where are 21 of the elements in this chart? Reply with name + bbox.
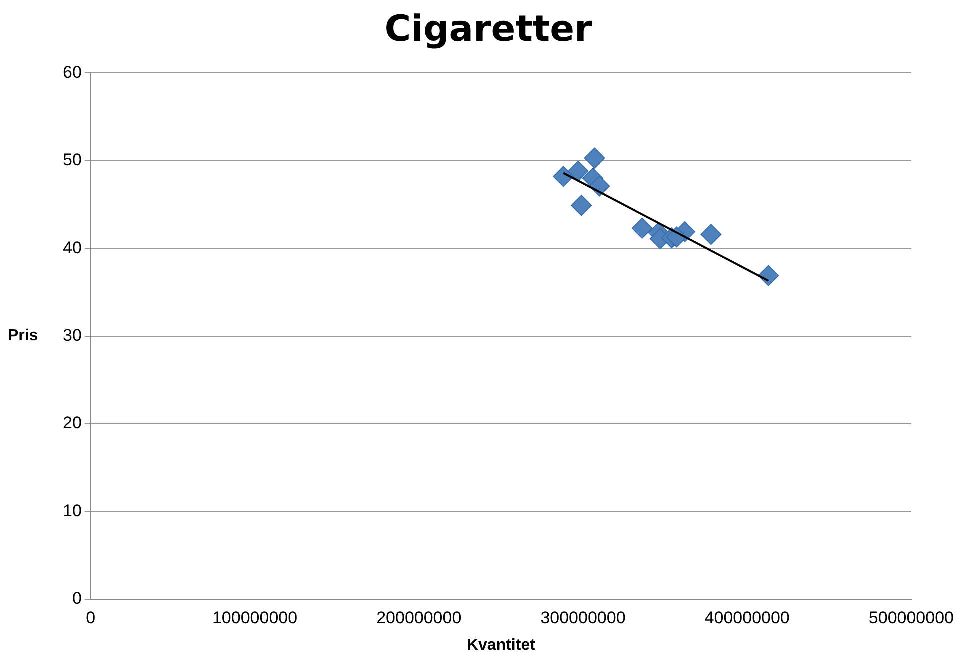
- x-tick-label: 300000000: [540, 608, 626, 628]
- y-tick-label: 30: [62, 326, 82, 345]
- x-tick-label: 500000000: [868, 608, 954, 628]
- y-tick-label: 10: [62, 501, 82, 520]
- y-tick-label: 60: [62, 62, 82, 82]
- y-tick-label: 0: [72, 589, 82, 608]
- y-tick-label: 20: [62, 414, 82, 433]
- point: [571, 195, 592, 216]
- x-tick-label: 200000000: [376, 608, 462, 628]
- y-tick-label: 40: [62, 238, 82, 258]
- point: [700, 224, 722, 246]
- x-tick-label: 400000000: [704, 608, 790, 628]
- x-axis-title: Kvantitet: [466, 636, 536, 654]
- point: [568, 160, 589, 182]
- point: [632, 218, 653, 239]
- x-tick-label: 100000000: [212, 608, 298, 628]
- chart-title: Cigaretter: [384, 8, 593, 50]
- point: [584, 148, 606, 169]
- x-tick-label: 0: [86, 608, 96, 628]
- y-tick-label: 50: [62, 150, 82, 170]
- y-axis-title: Pris: [8, 328, 38, 345]
